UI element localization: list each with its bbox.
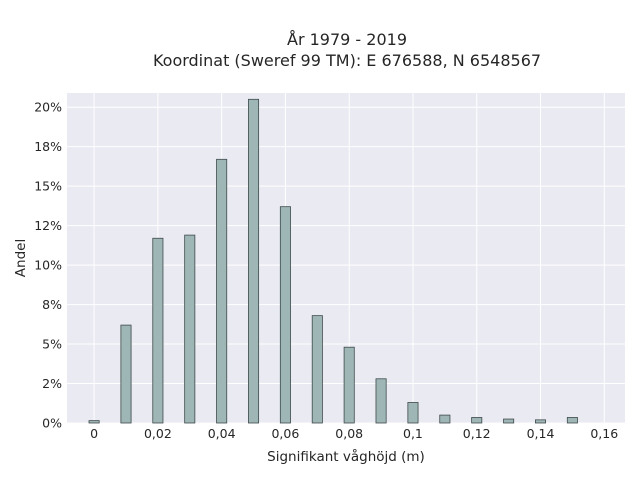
y-tick-label: 18% (34, 139, 62, 154)
x-tick-label: 0,04 (208, 426, 236, 441)
bar (535, 419, 547, 424)
y-tick-label: 5% (42, 337, 62, 352)
bar-series (88, 98, 578, 424)
bar (279, 206, 291, 424)
x-tick-label: 0 (90, 426, 98, 441)
y-tick-labels: 0% 2% 5% 8% 10% 12% 15% 18% 20% (34, 100, 62, 431)
bar (120, 324, 132, 424)
bar (88, 420, 100, 424)
y-axis-label: Andel (13, 239, 29, 277)
x-tick-label: 0,12 (463, 426, 491, 441)
y-tick-label: 10% (34, 258, 62, 273)
y-tick-label: 8% (42, 297, 62, 312)
bar (566, 417, 578, 424)
x-tick-label: 0,02 (144, 426, 172, 441)
chart-title-line-1: År 1979 - 2019 (287, 30, 407, 49)
x-tick-label: 0,14 (527, 426, 555, 441)
y-tick-label: 0% (42, 416, 62, 431)
bar (471, 417, 483, 424)
bar (503, 418, 515, 424)
bar (184, 234, 196, 424)
y-tick-label: 20% (34, 100, 62, 115)
x-tick-label: 0,06 (271, 426, 299, 441)
chart-title-line-2: Koordinat (Sweref 99 TM): E 676588, N 65… (153, 51, 541, 70)
x-axis-label: Signifikant våghöjd (m) (267, 448, 425, 465)
bar (375, 378, 387, 424)
y-tick-label: 2% (42, 376, 62, 391)
bar (311, 315, 323, 424)
x-tick-label: 0,1 (403, 426, 423, 441)
y-tick-label: 15% (34, 179, 62, 194)
bar (439, 414, 451, 424)
bar (216, 158, 228, 424)
bar (407, 402, 419, 424)
y-tick-label: 12% (34, 218, 62, 233)
x-tick-labels: 0 0,02 0,04 0,06 0,08 0,1 0,12 0,14 0,16 (90, 426, 618, 441)
bar (152, 237, 164, 424)
x-tick-label: 0,16 (590, 426, 618, 441)
bar (343, 346, 355, 424)
bar (248, 98, 260, 424)
x-tick-label: 0,08 (335, 426, 363, 441)
